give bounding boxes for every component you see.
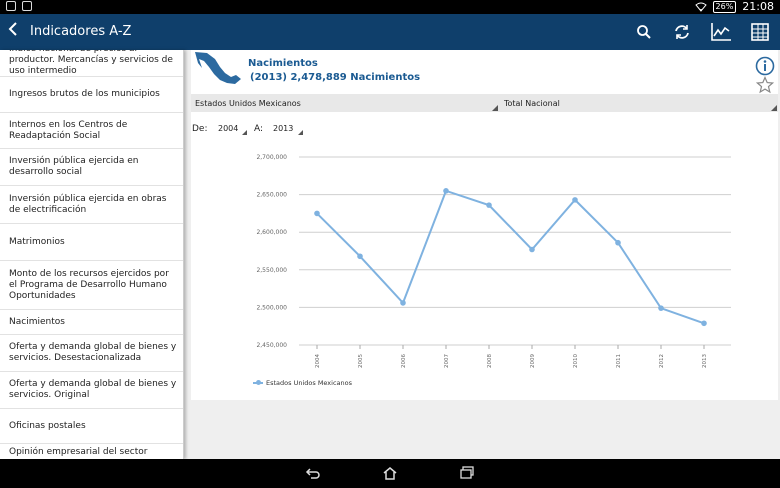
x-tick-label: 2013 [702, 354, 708, 368]
legend-label: Estados Unidos Mexicanos [266, 379, 353, 387]
system-nav-bar [0, 459, 780, 488]
y-tick-label: 2,600,000 [256, 229, 287, 236]
data-point [357, 253, 363, 260]
list-item[interactable]: Opinión empresarial del sector [9, 447, 148, 457]
list-item[interactable]: Índice nacional de precios al productor.… [0, 50, 183, 77]
list-item[interactable]: Inversión pública ejercida en obras de e… [0, 186, 183, 224]
indicator-list[interactable]: Índice nacional de precios al productor.… [0, 50, 184, 459]
list-item[interactable]: Oferta y demanda global de bienes y serv… [0, 372, 183, 409]
list-item[interactable]: Monto de los recursos ejercidos por el P… [0, 261, 183, 310]
mexico-map-icon [195, 52, 241, 84]
from-label: De: [192, 124, 208, 134]
info-icon[interactable] [755, 56, 775, 80]
battery-indicator: 26% [712, 0, 737, 13]
to-label: A: [254, 124, 264, 134]
data-point [400, 300, 406, 306]
y-tick-label: 2,500,000 [256, 304, 287, 311]
back-icon[interactable] [8, 21, 18, 42]
list-item[interactable]: Internos en los Centros de Readaptación … [0, 113, 183, 149]
table-icon[interactable] [749, 21, 771, 43]
data-point [314, 210, 320, 217]
search-icon[interactable] [633, 21, 655, 43]
chevron-down-icon [771, 105, 777, 111]
x-tick-label: 2012 [659, 354, 665, 368]
briefcase-icon [22, 1, 32, 11]
x-tick-label: 2008 [487, 354, 493, 368]
legend-line-swatch [253, 380, 263, 385]
from-year-select[interactable]: 2004 [218, 124, 239, 133]
app-bar: Indicadores A-Z [0, 14, 780, 50]
list-item[interactable]: Nacimientos [0, 310, 183, 335]
births-line-chart: 2,700,000 2,650,000 2,600,000 2,550,000 2,50… [256, 154, 731, 368]
chart-icon[interactable] [710, 21, 732, 43]
home-icon[interactable] [380, 464, 400, 482]
chart-legend: Estados Unidos Mexicanos [253, 379, 352, 387]
series-line [316, 189, 705, 325]
wifi-icon [694, 2, 707, 12]
x-tick-label: 2010 [573, 354, 579, 368]
indicator-detail: Nacimientos (2013) 2,478,889 Nacimientos… [183, 50, 780, 459]
chevron-down-icon [492, 105, 498, 111]
data-point [443, 188, 449, 194]
x-tick-label: 2004 [315, 354, 321, 368]
to-year-select[interactable]: 2013 [273, 124, 294, 133]
app-title: Indicadores A-Z [30, 24, 132, 39]
x-tick-label: 2005 [358, 354, 364, 368]
data-point [701, 320, 707, 327]
indicator-latest-value: (2013) 2,478,889 Nacimientos [250, 72, 421, 83]
indicator-card: Nacimientos (2013) 2,478,889 Nacimientos… [191, 50, 778, 400]
region-select[interactable]: Estados Unidos Mexicanos [195, 99, 301, 108]
refresh-icon[interactable] [671, 21, 693, 43]
x-tick-label: 2009 [530, 354, 536, 368]
filter-bar: Estados Unidos Mexicanos Total Nacional [191, 94, 778, 112]
data-point [658, 305, 664, 311]
total-select[interactable]: Total Nacional [504, 99, 560, 108]
y-tick-label: 2,700,000 [256, 154, 287, 161]
list-item[interactable]: Ingresos brutos de los municipios [0, 77, 183, 113]
chevron-down-icon [298, 130, 303, 135]
star-icon[interactable] [755, 75, 775, 98]
indicator-title: Nacimientos [248, 58, 318, 69]
x-tick-label: 2007 [444, 354, 450, 368]
list-item[interactable]: Matrimonios [0, 224, 183, 261]
data-point [486, 202, 492, 208]
list-item[interactable]: Inversión pública ejercida en desarrollo… [0, 149, 183, 186]
data-point [615, 239, 621, 246]
recent-apps-icon[interactable] [457, 464, 477, 482]
status-bar: 26% 21:08 [0, 0, 780, 14]
y-tick-label: 2,450,000 [256, 342, 287, 349]
y-tick-label: 2,650,000 [256, 192, 287, 199]
data-point [572, 197, 578, 203]
x-tick-label: 2006 [401, 354, 407, 368]
data-point [529, 246, 535, 253]
notification-icon [6, 1, 16, 11]
back-nav-icon[interactable] [303, 464, 323, 482]
list-item[interactable]: Oferta y demanda global de bienes y serv… [0, 335, 183, 372]
y-tick-label: 2,550,000 [256, 267, 287, 274]
list-item[interactable]: Oficinas postales [0, 409, 183, 444]
chevron-down-icon [242, 130, 247, 135]
clock: 21:08 [742, 0, 774, 13]
x-tick-label: 2011 [616, 354, 622, 368]
